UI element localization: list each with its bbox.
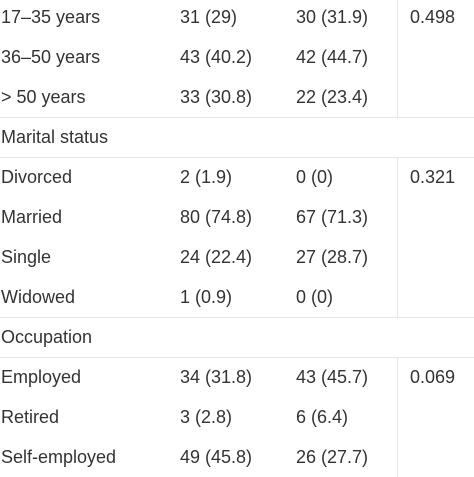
group2-value: 0 (0) xyxy=(296,167,334,187)
table-row: Widowed 1 (0.9) 0 (0) xyxy=(0,277,474,317)
group2-value: 0 (0) xyxy=(296,287,334,307)
column-divider xyxy=(397,0,398,117)
table-row: Divorced 2 (1.9) 0 (0) 0.321 xyxy=(0,157,474,197)
group1-value: 3 (2.8) xyxy=(180,407,233,427)
table-row: Married 80 (74.8) 67 (71.3) xyxy=(0,197,474,237)
p-value: 0.069 xyxy=(410,367,456,387)
row-label: Married xyxy=(1,207,63,227)
group1-value: 49 (45.8) xyxy=(180,447,253,467)
group1-value: 80 (74.8) xyxy=(180,207,253,227)
group1-value: 43 (40.2) xyxy=(180,47,253,67)
group2-value: 43 (45.7) xyxy=(296,367,369,387)
row-label: 36–50 years xyxy=(1,47,101,67)
row-label: 17–35 years xyxy=(1,7,101,27)
section-divider xyxy=(0,357,474,358)
section-divider xyxy=(0,157,474,158)
group1-value: 34 (31.8) xyxy=(180,367,253,387)
table-row: 17–35 years 31 (29) 30 (31.9) 0.498 xyxy=(0,0,474,37)
section-header-row: Marital status xyxy=(0,117,474,157)
group2-value: 42 (44.7) xyxy=(296,47,369,67)
row-label: Single xyxy=(1,247,52,267)
row-label: > 50 years xyxy=(1,87,86,107)
group-divider xyxy=(0,117,474,118)
group1-value: 24 (22.4) xyxy=(180,247,253,267)
group1-value: 2 (1.9) xyxy=(180,167,233,187)
table-row: Retired 3 (2.8) 6 (6.4) xyxy=(0,397,474,437)
group1-value: 31 (29) xyxy=(180,7,238,27)
column-divider xyxy=(397,157,398,317)
group1-value: 1 (0.9) xyxy=(180,287,233,307)
row-label: Self-employed xyxy=(1,447,117,467)
section-header: Marital status xyxy=(1,127,109,147)
group1-value: 33 (30.8) xyxy=(180,87,253,107)
row-label: Retired xyxy=(1,407,60,427)
group2-value: 6 (6.4) xyxy=(296,407,349,427)
table-row: 36–50 years 43 (40.2) 42 (44.7) xyxy=(0,37,474,77)
group2-value: 22 (23.4) xyxy=(296,87,369,107)
section-header-row: Occupation xyxy=(0,317,474,357)
table-row: Self-employed 49 (45.8) 26 (27.7) xyxy=(0,437,474,477)
group2-value: 26 (27.7) xyxy=(296,447,369,467)
p-value: 0.321 xyxy=(410,167,456,187)
column-divider xyxy=(397,357,398,477)
table-row: Single 24 (22.4) 27 (28.7) xyxy=(0,237,474,277)
group2-value: 27 (28.7) xyxy=(296,247,369,267)
table-row: Employed 34 (31.8) 43 (45.7) 0.069 xyxy=(0,357,474,397)
p-value: 0.498 xyxy=(410,7,456,27)
group-divider xyxy=(0,317,474,318)
group2-value: 30 (31.9) xyxy=(296,7,369,27)
row-label: Employed xyxy=(1,367,82,387)
section-header: Occupation xyxy=(1,327,93,347)
group2-value: 67 (71.3) xyxy=(296,207,369,227)
row-label: Divorced xyxy=(1,167,73,187)
row-label: Widowed xyxy=(1,287,76,307)
table-row: > 50 years 33 (30.8) 22 (23.4) xyxy=(0,77,474,117)
